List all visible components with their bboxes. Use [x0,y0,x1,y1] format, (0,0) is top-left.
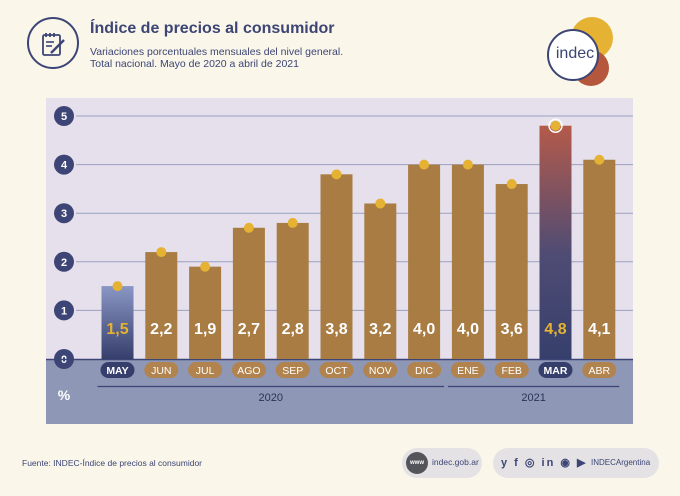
bar-ene [451,164,484,359]
logo-text: indec [555,45,595,62]
value-label: 1,5 [106,321,128,338]
y-axis-unit-label: % [58,387,71,403]
bar-dic [408,164,441,359]
category-pill [275,362,310,378]
bar-marker [594,154,605,165]
category-label: ABR [589,365,611,377]
bar-feb [495,184,528,359]
category-label: JUN [151,365,171,377]
y-tick-circle [54,154,74,175]
value-label: 4,8 [544,321,566,338]
y-tick-label: 2 [61,257,67,269]
source-note: Fuente: INDEC-Índice de precios al consu… [22,458,202,468]
category-pill [538,362,573,378]
logo-white-circle [547,29,599,81]
category-pill [188,362,223,378]
bar-may [101,286,134,359]
category-pill [407,362,442,378]
value-label: 4,0 [413,321,435,338]
category-label: ENE [457,365,479,377]
indec-logo: indec [544,17,616,87]
subtitle-line-2: Total nacional. Mayo de 2020 a abril de … [90,58,299,70]
social-handle: INDECArgentina [591,458,651,467]
category-label: NOV [369,365,392,377]
category-pill [144,362,179,378]
category-label: OCT [325,365,348,377]
year-label: 2020 [259,392,283,404]
globe-icon: www [406,452,428,474]
bar-marker [200,261,211,272]
category-label: MAY [106,365,128,377]
category-pill [582,362,617,378]
value-label: 2,8 [282,321,304,338]
social-links[interactable]: y f ◎ in ◉ ▶ INDECArgentina [493,448,659,478]
social-icons: y f ◎ in ◉ ▶ [501,457,588,469]
bar-abr [583,159,616,359]
bar-marker [112,281,123,292]
y-tick-circle [54,251,74,272]
bar-mar [539,125,572,359]
category-pill [319,362,354,378]
category-label: FEB [501,365,521,377]
y-tick-circle [54,203,74,224]
bar-marker [550,120,561,131]
bar-jul [189,266,222,359]
bar-jun [145,252,178,359]
y-tick-label: 5 [61,111,67,123]
category-pill [494,362,529,378]
year-label: 2021 [521,392,545,404]
y-tick-circle [54,300,74,321]
bar-marker [287,217,298,228]
value-label: 3,8 [325,321,347,338]
category-label: SEP [282,365,303,377]
bar-marker [243,222,254,233]
category-label: AGO [237,365,260,377]
bar-oct [320,174,353,359]
category-label: DIC [415,365,434,377]
category-label: MAR [544,365,568,377]
bar-nov [364,203,397,359]
value-label: 2,2 [150,321,172,338]
value-label: 1,9 [194,321,216,338]
bar-marker [419,159,430,170]
chart-subtitle: Variaciones porcentuales mensuales del n… [90,46,343,70]
value-label: 3,6 [501,321,523,338]
bar-marker [156,247,167,258]
category-pill [450,362,485,378]
category-pill [363,362,398,378]
bar-sep [276,222,309,359]
bar-ago [232,227,265,359]
y-tick-label: 3 [61,208,67,220]
bar-marker [506,179,517,190]
value-label: 4,0 [457,321,479,338]
document-edit-icon [27,17,79,69]
category-label: JUL [196,365,215,377]
category-pill [231,362,266,378]
value-label: 3,2 [369,321,391,338]
bar-marker [331,169,342,180]
marker-ring [548,118,563,133]
bar-marker [462,159,473,170]
y-tick-circle [54,106,74,126]
bar-marker [375,198,386,209]
value-label: 2,7 [238,321,260,338]
website-url: indec.gob.ar [432,457,479,467]
y-tick-label: 4 [61,160,68,172]
subtitle-line-1: Variaciones porcentuales mensuales del n… [90,46,344,58]
chart-title: Índice de precios al consumidor [90,20,335,37]
website-link[interactable]: www indec.gob.ar [402,448,482,478]
y-tick-label: 1 [61,305,67,317]
category-pill [100,362,135,378]
value-label: 4,1 [588,321,610,338]
